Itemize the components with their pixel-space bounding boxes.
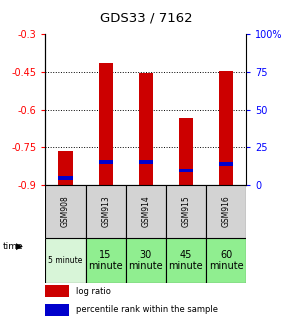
Text: 60
minute: 60 minute [209,250,243,271]
Text: ▶: ▶ [16,242,23,251]
Text: GSM915: GSM915 [181,196,190,227]
Bar [59,151,72,185]
Bar [99,160,113,164]
Bar [45,185,86,238]
Text: 5 minute: 5 minute [48,256,83,265]
Bar [45,285,69,297]
Text: GSM916: GSM916 [222,196,231,227]
Text: GDS33 / 7162: GDS33 / 7162 [100,11,193,25]
Bar [166,238,206,283]
Text: 30
minute: 30 minute [128,250,163,271]
Bar [206,185,246,238]
Bar [139,160,153,164]
Bar [206,238,246,283]
Bar [179,169,193,172]
Bar [166,185,206,238]
Bar [45,304,69,316]
Text: log ratio: log ratio [76,286,110,296]
Bar [45,238,86,283]
Text: time: time [3,242,23,251]
Bar [219,71,233,185]
Bar [59,176,72,180]
Text: GSM908: GSM908 [61,196,70,227]
Text: percentile rank within the sample: percentile rank within the sample [76,305,217,315]
Text: GSM913: GSM913 [101,196,110,227]
Bar [99,63,113,185]
Bar [126,185,166,238]
Text: GSM914: GSM914 [141,196,150,227]
Bar [219,162,233,166]
Bar [139,73,153,185]
Text: 15
minute: 15 minute [88,250,123,271]
Text: 45
minute: 45 minute [168,250,203,271]
Bar [86,238,126,283]
Bar [179,118,193,185]
Bar [86,185,126,238]
Bar [126,238,166,283]
